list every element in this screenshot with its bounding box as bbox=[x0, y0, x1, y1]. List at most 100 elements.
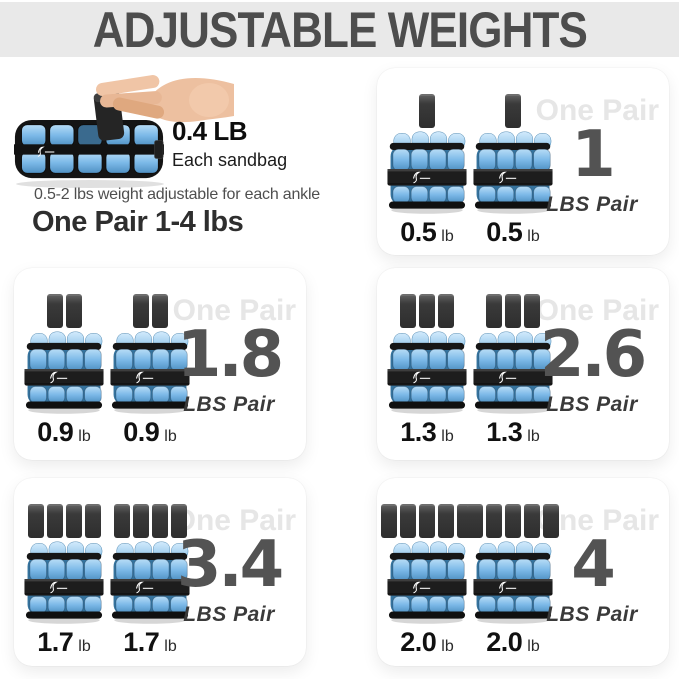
weight-value: 0.5 bbox=[400, 217, 437, 247]
weight-value: 2.0 bbox=[400, 627, 437, 657]
sandbag-icon bbox=[419, 294, 435, 328]
sandbag-weight-value: 0.4 LB bbox=[172, 116, 248, 146]
sandbag-icon bbox=[113, 504, 130, 538]
sandbag-icon bbox=[505, 504, 521, 538]
sandbag-icon bbox=[27, 504, 44, 538]
pair-total-number: 2.6 bbox=[539, 318, 647, 392]
sandbag-icon bbox=[486, 504, 502, 538]
sandbag-row bbox=[46, 288, 82, 328]
sandbag-icon bbox=[419, 94, 435, 128]
weight-unit: lb bbox=[441, 638, 454, 655]
weight-card-1-8lbs: One Pair 0.9 lb 0.9 lb 1.8 LBS Pa bbox=[14, 268, 306, 460]
weight-value: 1.3 bbox=[486, 417, 523, 447]
page-title: ADJUSTABLE WEIGHTS bbox=[92, 1, 587, 58]
ankle-weight-icon bbox=[387, 541, 467, 625]
weight-unit: lb bbox=[527, 228, 540, 245]
weight-card-3-4lbs: One Pair 1.7 lb 1.7 lb 3.4 LBS Pa bbox=[14, 478, 306, 666]
hand-icon bbox=[95, 74, 234, 123]
weights-group: 0.5 lb 0.5 lb bbox=[387, 88, 553, 248]
sandbag-row bbox=[381, 498, 473, 538]
sandbag-icon bbox=[438, 294, 454, 328]
weight-value: 1.7 bbox=[123, 627, 160, 657]
header-banner: ADJUSTABLE WEIGHTS bbox=[0, 1, 679, 58]
pair-total-number: 1 bbox=[571, 118, 616, 192]
pair-total: 1.8 LBS Pair bbox=[158, 318, 300, 417]
weight-unit: lb bbox=[78, 638, 91, 655]
pair-total: 4 LBS Pair bbox=[521, 528, 663, 627]
sandbag-icon bbox=[524, 294, 540, 328]
weight-label: 1.3 lb bbox=[486, 417, 540, 448]
pair-total: 2.6 LBS Pair bbox=[521, 318, 663, 417]
sandbag-icon bbox=[381, 504, 397, 538]
sandbag-icon bbox=[65, 294, 82, 328]
ankle-weight-flat-icon bbox=[14, 119, 164, 179]
ankle-weight-right: 0.5 lb bbox=[473, 88, 553, 248]
pair-total-unit: LBS Pair bbox=[546, 603, 638, 627]
sandbag-icon bbox=[132, 294, 149, 328]
weight-unit: lb bbox=[78, 428, 91, 445]
ankle-weight-icon bbox=[24, 331, 104, 415]
sandbag-icon bbox=[438, 504, 454, 538]
weight-unit: lb bbox=[164, 428, 177, 445]
weights-group: 1.3 lb 1.3 lb bbox=[387, 288, 553, 448]
pair-total-number: 3.4 bbox=[176, 528, 284, 602]
sandbag-icon bbox=[132, 504, 149, 538]
sandbag-row bbox=[505, 88, 521, 128]
weight-value: 1.7 bbox=[37, 627, 74, 657]
ankle-weight-right: 0.9 lb bbox=[110, 288, 190, 448]
ankle-weight-icon bbox=[24, 541, 104, 625]
ankle-weight-icon bbox=[387, 131, 467, 215]
sandbag-icon bbox=[84, 504, 101, 538]
sandbag-row bbox=[113, 498, 187, 538]
weight-value: 0.9 bbox=[37, 417, 74, 447]
sandbag-icon bbox=[543, 504, 559, 538]
ankle-weight-left: 2.0 lb bbox=[381, 498, 473, 658]
ankle-weight-left: 0.9 lb bbox=[24, 288, 104, 448]
weight-unit: lb bbox=[527, 638, 540, 655]
sandbag-row bbox=[419, 88, 435, 128]
pair-total-number: 4 bbox=[571, 528, 616, 602]
sandbag-icon bbox=[486, 294, 502, 328]
pair-total-unit: LBS Pair bbox=[546, 393, 638, 417]
weight-unit: lb bbox=[527, 428, 540, 445]
sandbag-icon bbox=[524, 504, 540, 538]
sandbag-icon bbox=[151, 294, 168, 328]
one-pair-watermark: One Pair bbox=[535, 294, 659, 327]
weight-card-1lbs: One Pair 0.5 lb 0.5 lb 1 LBS Pair bbox=[377, 68, 669, 255]
ankle-weight-icon bbox=[387, 331, 467, 415]
one-pair-watermark: One Pair bbox=[172, 504, 296, 537]
one-pair-watermark: One Pair bbox=[172, 294, 296, 327]
sandbag-icon bbox=[505, 294, 521, 328]
sandbag-icon bbox=[467, 504, 483, 538]
weight-label: 1.7 lb bbox=[123, 627, 177, 658]
ankle-weight-left: 0.5 lb bbox=[387, 88, 467, 248]
adjustability-note: 0.5-2 lbs weight adjustable for each ank… bbox=[34, 186, 321, 203]
sandbag-weight-stat: 0.4 LB Each sandbag bbox=[172, 116, 287, 171]
sandbag-weight-caption: Each sandbag bbox=[172, 150, 288, 170]
pair-range-headline: One Pair 1-4 lbs bbox=[32, 206, 244, 238]
ankle-weight-right: 1.7 lb bbox=[110, 498, 190, 658]
weight-label: 0.5 lb bbox=[400, 217, 454, 248]
ankle-weight-right: 1.3 lb bbox=[473, 288, 553, 448]
weight-label: 2.0 lb bbox=[486, 627, 540, 658]
sandbag-icon bbox=[65, 504, 82, 538]
sandbag-icon bbox=[151, 504, 168, 538]
weight-label: 0.9 lb bbox=[37, 417, 91, 448]
pair-total-unit: LBS Pair bbox=[546, 193, 638, 217]
pair-total-number: 1.8 bbox=[176, 318, 284, 392]
weight-unit: lb bbox=[441, 428, 454, 445]
sandbag-icon bbox=[46, 294, 63, 328]
weight-card-4lbs: One Pair 2.0 lb 2.0 lb 4 LBS Pair bbox=[377, 478, 669, 666]
weight-label: 2.0 lb bbox=[400, 627, 454, 658]
one-pair-watermark: One Pair bbox=[535, 94, 659, 127]
sandbag-icon bbox=[170, 504, 187, 538]
sandbag-row bbox=[486, 288, 540, 328]
hand-inserting-sandbag-illustration bbox=[14, 74, 234, 188]
pair-total: 1 LBS Pair bbox=[521, 118, 663, 217]
weights-group: 1.7 lb 1.7 lb bbox=[24, 498, 190, 658]
sandbag-icon bbox=[419, 504, 435, 538]
sandbag-row bbox=[27, 498, 101, 538]
weight-unit: lb bbox=[164, 638, 177, 655]
weight-value: 2.0 bbox=[486, 627, 523, 657]
